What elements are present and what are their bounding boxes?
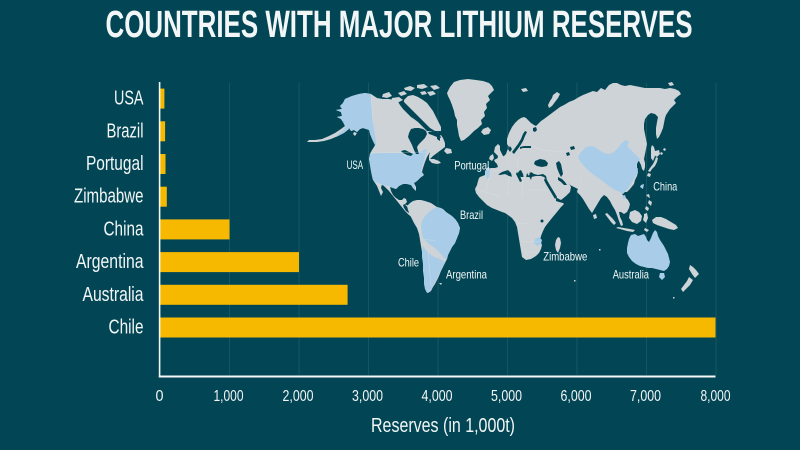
svg-text:Chile: Chile [398, 256, 419, 270]
svg-text:8,000: 8,000 [701, 388, 731, 405]
svg-text:Australia: Australia [83, 284, 145, 306]
svg-text:0: 0 [156, 388, 164, 405]
svg-text:China: China [653, 180, 677, 194]
svg-text:Australia: Australia [613, 268, 650, 282]
svg-text:Brazil: Brazil [460, 208, 483, 222]
svg-text:Zimbabwe: Zimbabwe [74, 186, 144, 208]
svg-text:Zimbabwe: Zimbabwe [543, 249, 587, 263]
svg-text:2,000: 2,000 [283, 388, 314, 405]
svg-text:Chile: Chile [109, 317, 144, 339]
svg-text:7,000: 7,000 [630, 388, 661, 405]
svg-text:3,000: 3,000 [352, 388, 383, 405]
svg-text:Portugal: Portugal [454, 159, 489, 173]
svg-text:1,000: 1,000 [214, 388, 244, 405]
svg-text:Reserves (in 1,000t): Reserves (in 1,000t) [371, 415, 515, 437]
svg-text:6,000: 6,000 [561, 388, 592, 405]
svg-text:China: China [104, 218, 145, 240]
svg-text:Brazil: Brazil [107, 120, 144, 142]
svg-text:4,000: 4,000 [422, 388, 453, 405]
svg-text:5,000: 5,000 [491, 388, 522, 405]
svg-text:USA: USA [347, 158, 364, 172]
svg-text:Argentina: Argentina [446, 268, 487, 282]
svg-text:Argentina: Argentina [76, 251, 144, 273]
svg-text:COUNTRIES WITH MAJOR LITHIUM R: COUNTRIES WITH MAJOR LITHIUM RESERVES [106, 4, 693, 46]
svg-text:USA: USA [114, 88, 144, 110]
svg-text:Portugal: Portugal [86, 153, 144, 175]
